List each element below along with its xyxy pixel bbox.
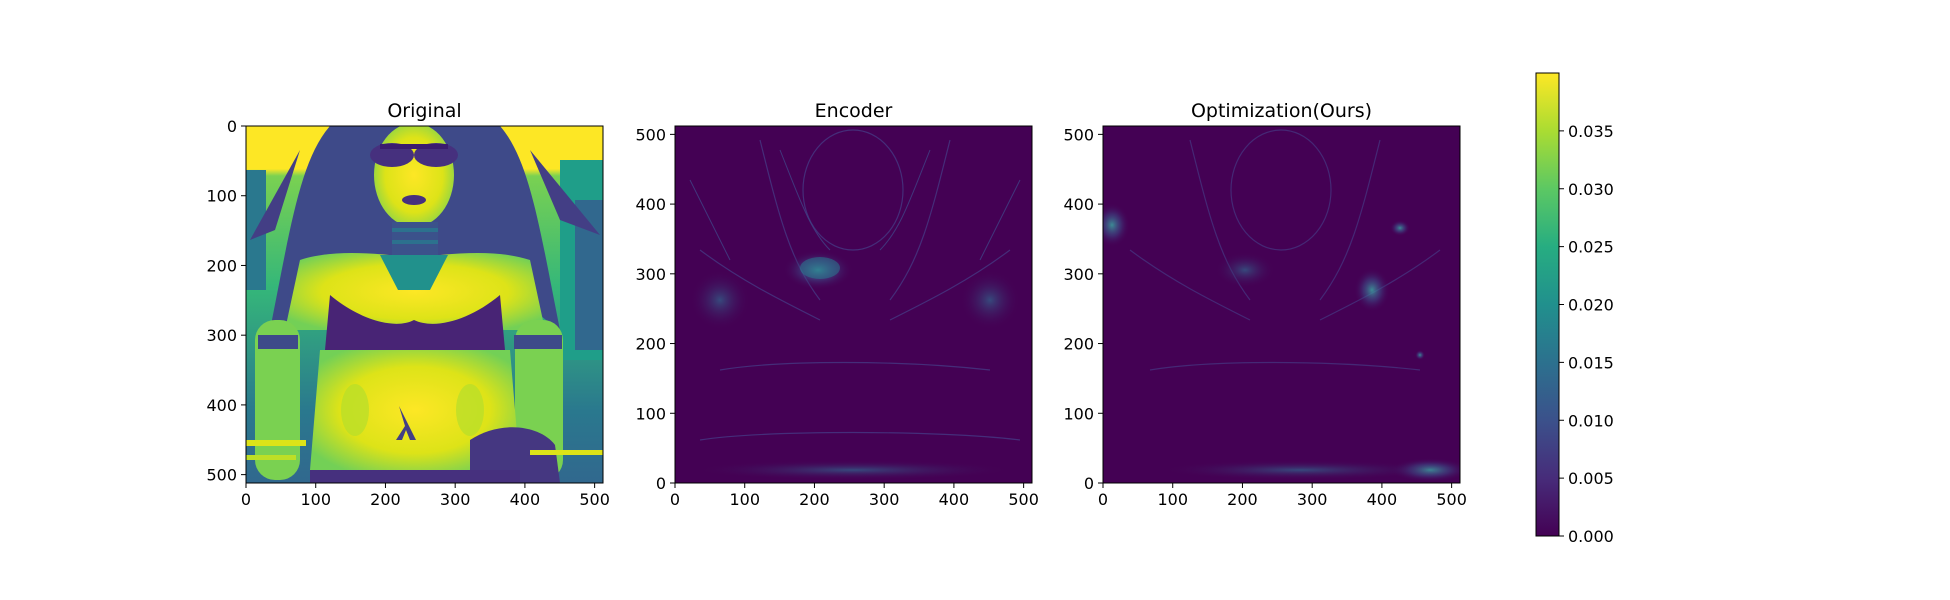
x-tick-label: 0 <box>1098 490 1108 509</box>
panel-title: Optimization(Ours) <box>1191 100 1372 122</box>
x-tick-label: 400 <box>939 490 970 509</box>
x-tick-label: 100 <box>1157 490 1188 509</box>
panel-title: Original <box>387 100 461 122</box>
x-tick-label: 100 <box>300 490 331 509</box>
colorbar-tick-label: 0.005 <box>1568 469 1614 488</box>
axes-frame <box>245 125 604 484</box>
y-tick-label: 200 <box>206 256 237 275</box>
y-tick-label: 200 <box>635 335 666 354</box>
y-tick-label: 0 <box>1084 474 1094 493</box>
x-tick-label: 300 <box>440 490 471 509</box>
y-axis: 0 100 200 300 400 500 <box>1063 125 1103 493</box>
y-tick-label: 100 <box>1063 404 1094 423</box>
panel-encoder: Encoder <box>635 100 1038 509</box>
colorbar-ticks: 0.000 0.005 0.010 0.015 0.020 0.025 0.030 0.035 <box>1559 122 1614 546</box>
x-tick-label: 0 <box>241 490 251 509</box>
colorbar: 0.000 0.005 0.010 0.015 0.020 0.025 0.030 0.035 <box>1535 72 1614 546</box>
x-axis: 0 100 200 300 400 500 <box>670 483 1039 509</box>
y-tick-label: 100 <box>206 187 237 206</box>
x-tick-label: 0 <box>670 490 680 509</box>
x-tick-label: 500 <box>1436 490 1467 509</box>
panel-optimization: Optimization(Ours) 0 100 200 300 400 500 0 100… <box>1063 100 1467 509</box>
colorbar-tick-label: 0.010 <box>1568 411 1614 430</box>
y-tick-label: 300 <box>1063 265 1094 284</box>
y-tick-label: 500 <box>635 125 666 144</box>
x-tick-label: 400 <box>510 490 541 509</box>
axes-frame <box>674 125 1033 484</box>
colorbar-tick-label: 0.020 <box>1568 296 1614 315</box>
optimization-error-map <box>1103 126 1460 483</box>
panel-original: Original <box>206 100 609 509</box>
original-image <box>246 126 603 483</box>
y-tick-label: 400 <box>1063 195 1094 214</box>
panel-title: Encoder <box>815 100 893 122</box>
colorbar-tick-label: 0.015 <box>1568 353 1614 372</box>
x-tick-label: 200 <box>370 490 401 509</box>
encoder-error-map <box>675 126 1032 483</box>
axes-frame <box>1102 125 1461 484</box>
y-tick-label: 400 <box>206 396 237 415</box>
x-tick-label: 400 <box>1367 490 1398 509</box>
x-tick-label: 200 <box>799 490 830 509</box>
y-axis: 0 100 200 300 400 500 <box>206 117 246 485</box>
y-tick-label: 300 <box>206 326 237 345</box>
y-tick-label: 500 <box>1063 125 1094 144</box>
x-axis: 0 100 200 300 400 500 <box>1098 483 1467 509</box>
x-tick-label: 500 <box>1008 490 1039 509</box>
colorbar-tick-label: 0.030 <box>1568 180 1614 199</box>
colorbar-tick-label: 0.000 <box>1568 527 1614 546</box>
x-tick-label: 300 <box>869 490 900 509</box>
x-tick-label: 500 <box>579 490 610 509</box>
colorbar-gradient <box>1536 73 1559 536</box>
y-tick-label: 0 <box>227 117 237 136</box>
y-tick-label: 500 <box>206 466 237 485</box>
y-tick-label: 0 <box>656 474 666 493</box>
y-axis: 0 100 200 300 400 500 <box>635 125 675 493</box>
colorbar-tick-label: 0.035 <box>1568 122 1614 141</box>
x-axis: 0 100 200 300 400 500 <box>241 483 610 509</box>
colorbar-tick-label: 0.025 <box>1568 238 1614 257</box>
y-tick-label: 300 <box>635 265 666 284</box>
y-tick-label: 200 <box>1063 335 1094 354</box>
y-tick-label: 400 <box>635 195 666 214</box>
x-tick-label: 100 <box>729 490 760 509</box>
y-tick-label: 100 <box>635 404 666 423</box>
x-tick-label: 300 <box>1297 490 1328 509</box>
x-tick-label: 200 <box>1227 490 1258 509</box>
